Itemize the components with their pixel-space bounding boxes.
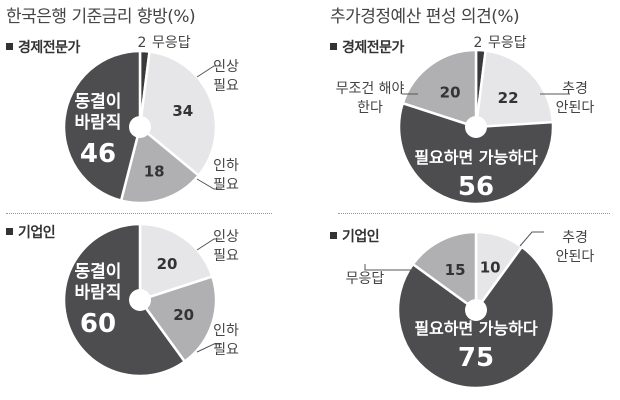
slice-category-label: 동결이 바람직: [75, 92, 122, 133]
pie-slice: [137, 274, 218, 364]
slice-value-label: 10: [480, 258, 501, 276]
slice-value-label: 20: [173, 306, 194, 324]
bullet-square-icon: [6, 43, 13, 50]
slice-value-label: 20: [157, 255, 178, 273]
slice-value-label: 15: [445, 261, 466, 279]
pie-center-hole: [465, 116, 487, 138]
pie-slice: [397, 101, 555, 206]
slice-value-label: 34: [172, 102, 193, 120]
slice-category-label: 인상 필요: [213, 59, 239, 94]
slice-value-label: 2: [474, 35, 483, 51]
pie-chart-1: 34 18: [62, 49, 218, 205]
divider-right: [338, 213, 610, 214]
slice-value-label: 56: [458, 172, 494, 202]
slice-value-label: 22: [498, 89, 519, 107]
slice-category-label: 무응답: [346, 271, 385, 287]
pie-center-hole: [129, 289, 151, 311]
bullet-square-icon: [330, 232, 337, 239]
pie-chart-3: 22 20: [397, 48, 555, 206]
group-label-companies-right: 기업인: [330, 226, 380, 246]
leader-line: [196, 178, 222, 190]
slice-category-label: 무조건 해야 한다: [336, 81, 405, 116]
slice-value-label: 20: [440, 83, 461, 101]
pie-slice: [401, 48, 478, 129]
bullet-square-icon: [330, 43, 337, 50]
pie-slice: [62, 49, 142, 203]
slice-value-label: 75: [458, 343, 494, 373]
pie-slice: [119, 124, 201, 205]
slice-value-label: 46: [80, 139, 116, 169]
slice-value-label: 2: [138, 35, 147, 51]
leader-line: [519, 231, 544, 247]
divider-left: [6, 213, 272, 214]
leader-line: [196, 65, 222, 78]
pie-slice: [138, 50, 218, 178]
group-label-experts-right: 경제전문가: [330, 37, 404, 57]
slice-category-label: 무응답: [488, 35, 527, 51]
group-label-experts-left: 경제전문가: [6, 37, 80, 57]
slice-value-label: 18: [144, 163, 165, 181]
pie-chart-4: 10 15: [396, 230, 556, 390]
slice-category-label: 필요하면 가능하다: [414, 319, 538, 338]
group-label-companies-left: 기업인: [6, 222, 56, 242]
slice-category-label: 인하 필요: [213, 158, 239, 193]
slice-category-label: 인상 필요: [213, 229, 239, 264]
slice-category-label: 추경 안된다: [556, 81, 595, 116]
pie-slice: [62, 222, 187, 378]
slice-category-label: 동결이 바람직: [75, 262, 122, 303]
slice-category-label: 필요하면 가능하다: [414, 148, 538, 167]
pie-slice: [474, 49, 555, 129]
slice-category-label: 추경 안된다: [556, 230, 595, 265]
pie-slice: [138, 222, 214, 302]
pie-slice: [411, 230, 478, 313]
pie-center-hole: [129, 116, 151, 138]
pie-center-hole: [465, 299, 487, 321]
slice-category-label: 무응답: [152, 35, 191, 51]
slice-category-label: 인하 필요: [213, 323, 239, 358]
slice-value-label: 60: [80, 309, 116, 339]
bullet-square-icon: [6, 228, 13, 235]
leader-line: [196, 343, 222, 353]
leader-line: [364, 264, 415, 271]
left-panel-title: 한국은행 기준금리 향방(%): [6, 7, 196, 27]
right-panel-title: 추가경정예산 편성 의견(%): [330, 7, 520, 27]
leader-line: [196, 238, 222, 251]
